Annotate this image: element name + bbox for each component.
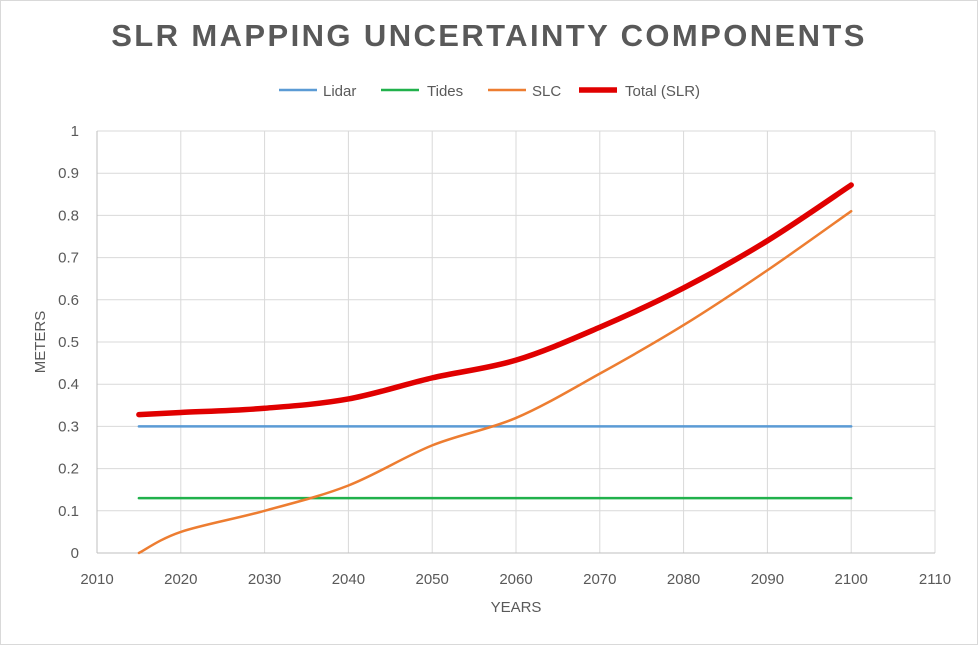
- y-tick-label: 1: [71, 123, 79, 140]
- x-tick-label: 2040: [332, 571, 365, 588]
- y-tick-label: 0.3: [58, 418, 79, 435]
- x-tick-label: 2080: [667, 571, 700, 588]
- y-axis-title: METERS: [32, 311, 49, 374]
- y-tick-label: 0.1: [58, 503, 79, 520]
- x-tick-label: 2110: [919, 571, 951, 588]
- x-tick-label: 2050: [416, 571, 449, 588]
- x-tick-label: 2010: [80, 571, 113, 588]
- x-tick-label: 2090: [751, 571, 784, 588]
- y-tick-label: 0.7: [58, 250, 79, 267]
- axes: 0 0.1 0.2 0.3 0.4 0.5 0.6 0.7 0.8 0.9 1 2010 2020 203…: [58, 123, 951, 588]
- x-tick-label: 2020: [164, 571, 197, 588]
- y-tick-label: 0: [71, 545, 79, 562]
- legend-label-tides: Tides: [427, 83, 463, 100]
- x-tick-label: 2030: [248, 571, 281, 588]
- y-tick-label: 0.2: [58, 461, 79, 478]
- series-lines: [136, 182, 854, 555]
- series-line-total-slr: [136, 182, 854, 418]
- legend-label-total-slr: Total (SLR): [625, 83, 700, 100]
- x-axis-title: YEARS: [491, 599, 542, 616]
- legend: Lidar Tides SLC Total (SLR): [279, 83, 700, 100]
- y-tick-label: 0.4: [58, 376, 79, 393]
- y-tick-label: 0.5: [58, 334, 79, 351]
- gridlines: [97, 130, 936, 553]
- legend-label-lidar: Lidar: [323, 83, 356, 100]
- x-tick-label: 2060: [499, 571, 532, 588]
- x-tick-label: 2100: [835, 571, 868, 588]
- x-tick-label: 2070: [583, 571, 616, 588]
- y-tick-label: 0.8: [58, 207, 79, 224]
- legend-label-slc: SLC: [532, 83, 561, 100]
- y-tick-label: 0.9: [58, 165, 79, 182]
- chart-title: SLR MAPPING UNCERTAINTY COMPONENTS: [111, 18, 867, 53]
- series-line-slc: [137, 209, 853, 555]
- y-tick-label: 0.6: [58, 292, 79, 309]
